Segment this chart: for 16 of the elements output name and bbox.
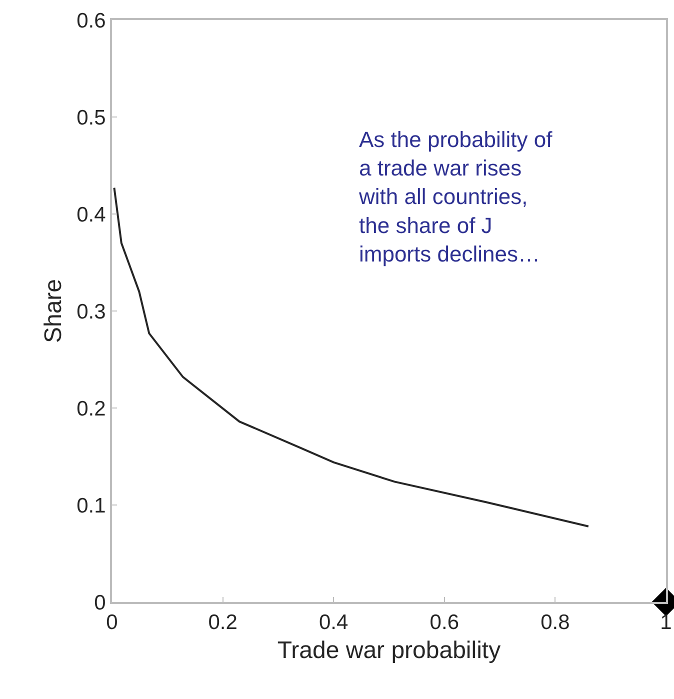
y-tick-label: 0.3 <box>76 300 106 324</box>
y-tick-label: 0.4 <box>76 203 106 226</box>
annotation: As the probability of a trade war rises with all countries, the share of J imports declines… <box>358 127 554 266</box>
line-series <box>113 186 590 528</box>
y-tick-label: 0.6 <box>76 9 106 32</box>
y-tick-label: 0 <box>94 591 106 614</box>
y-tick-label: 0.2 <box>76 397 106 420</box>
y-tick-label: 0.1 <box>76 494 106 518</box>
x-tick-label: 0.4 <box>319 611 349 634</box>
x-tick-label: 0.8 <box>540 611 570 634</box>
x-tick-label: 1 <box>660 611 672 634</box>
y-axis-title: Share <box>40 278 68 344</box>
x-axis-title: Trade war probability <box>277 637 501 664</box>
x-tick-label: 0.6 <box>430 611 459 634</box>
y-tick-label: 0.5 <box>76 106 106 130</box>
x-tick-label: 0.2 <box>208 611 238 634</box>
